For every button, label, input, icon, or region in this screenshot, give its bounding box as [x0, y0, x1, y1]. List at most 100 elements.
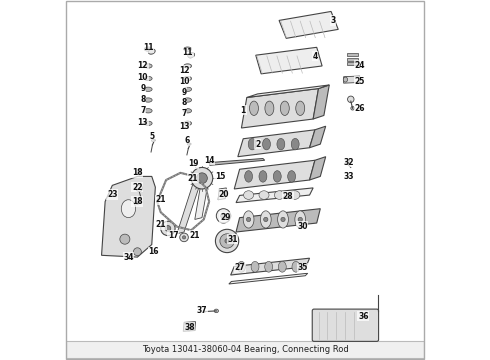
Text: 33: 33	[344, 172, 354, 181]
Text: 13: 13	[138, 118, 148, 127]
Ellipse shape	[144, 98, 152, 102]
Ellipse shape	[184, 87, 192, 91]
Text: 11: 11	[182, 48, 193, 57]
Ellipse shape	[220, 213, 226, 219]
Ellipse shape	[144, 121, 152, 126]
Ellipse shape	[296, 101, 305, 116]
Text: 37: 37	[196, 306, 207, 315]
Polygon shape	[242, 89, 318, 128]
Text: 21: 21	[190, 231, 200, 240]
Ellipse shape	[184, 64, 192, 68]
Text: 10: 10	[138, 73, 148, 82]
Ellipse shape	[245, 171, 252, 182]
Text: 19: 19	[188, 159, 198, 168]
Ellipse shape	[249, 101, 258, 116]
Ellipse shape	[144, 109, 152, 113]
Text: 21: 21	[155, 195, 166, 204]
Ellipse shape	[351, 107, 354, 110]
Bar	[347, 53, 358, 56]
Bar	[347, 62, 358, 65]
Text: 15: 15	[215, 172, 225, 181]
Ellipse shape	[184, 47, 192, 51]
Ellipse shape	[259, 191, 269, 199]
Text: 3: 3	[330, 16, 336, 25]
Text: 32: 32	[344, 158, 354, 167]
Ellipse shape	[188, 53, 195, 58]
Ellipse shape	[290, 191, 300, 199]
Polygon shape	[236, 188, 313, 203]
Ellipse shape	[273, 171, 281, 182]
Polygon shape	[234, 160, 315, 189]
Text: Toyota 13041-38060-04 Bearing, Connecting Rod: Toyota 13041-38060-04 Bearing, Connectin…	[142, 345, 348, 354]
Polygon shape	[183, 321, 196, 331]
Polygon shape	[313, 85, 329, 119]
Ellipse shape	[243, 211, 254, 228]
Polygon shape	[218, 188, 226, 200]
Polygon shape	[279, 12, 338, 39]
Ellipse shape	[264, 217, 268, 222]
Text: 24: 24	[354, 61, 365, 70]
Ellipse shape	[144, 87, 152, 91]
Ellipse shape	[187, 327, 191, 331]
Ellipse shape	[277, 138, 285, 150]
Text: 14: 14	[204, 156, 215, 165]
Ellipse shape	[251, 261, 259, 272]
Polygon shape	[310, 126, 326, 148]
Ellipse shape	[203, 311, 205, 313]
Ellipse shape	[295, 211, 306, 228]
Polygon shape	[209, 158, 265, 165]
Text: 20: 20	[218, 190, 229, 199]
Ellipse shape	[180, 233, 188, 242]
Polygon shape	[236, 209, 320, 232]
Ellipse shape	[137, 169, 142, 175]
Text: 12: 12	[179, 66, 189, 75]
Ellipse shape	[347, 96, 354, 103]
Ellipse shape	[144, 47, 152, 51]
Text: 23: 23	[107, 190, 118, 199]
Ellipse shape	[184, 109, 192, 113]
Ellipse shape	[288, 171, 295, 182]
Ellipse shape	[144, 76, 152, 81]
Ellipse shape	[248, 138, 256, 150]
Ellipse shape	[278, 211, 289, 228]
Text: 36: 36	[358, 312, 368, 321]
Ellipse shape	[346, 159, 350, 165]
Ellipse shape	[122, 200, 136, 218]
Text: 9: 9	[140, 84, 146, 93]
Ellipse shape	[278, 261, 286, 272]
Ellipse shape	[298, 217, 302, 222]
Text: 1: 1	[241, 105, 246, 114]
Text: 12: 12	[138, 61, 148, 70]
Text: 21: 21	[155, 220, 166, 229]
Text: 30: 30	[297, 222, 308, 231]
Ellipse shape	[263, 138, 270, 150]
Polygon shape	[310, 157, 326, 180]
Text: 16: 16	[148, 247, 159, 256]
Text: 18: 18	[132, 168, 143, 177]
Text: 34: 34	[123, 253, 134, 262]
Ellipse shape	[165, 226, 171, 231]
Ellipse shape	[280, 101, 289, 116]
Ellipse shape	[281, 217, 285, 222]
Ellipse shape	[161, 221, 175, 235]
Bar	[66, 341, 424, 358]
Polygon shape	[195, 187, 207, 220]
Text: 26: 26	[354, 104, 365, 113]
Text: 17: 17	[168, 231, 178, 240]
Ellipse shape	[274, 191, 285, 199]
Polygon shape	[247, 85, 329, 98]
Ellipse shape	[135, 199, 140, 204]
Ellipse shape	[214, 309, 219, 313]
Polygon shape	[101, 176, 155, 257]
Polygon shape	[343, 76, 360, 83]
Ellipse shape	[187, 143, 191, 145]
Ellipse shape	[265, 101, 274, 116]
Ellipse shape	[260, 211, 271, 228]
Ellipse shape	[133, 248, 141, 256]
Polygon shape	[231, 258, 310, 275]
Text: 22: 22	[132, 183, 143, 192]
Text: 38: 38	[184, 323, 195, 332]
Ellipse shape	[182, 236, 186, 239]
Ellipse shape	[246, 217, 251, 222]
Text: 25: 25	[355, 77, 365, 86]
